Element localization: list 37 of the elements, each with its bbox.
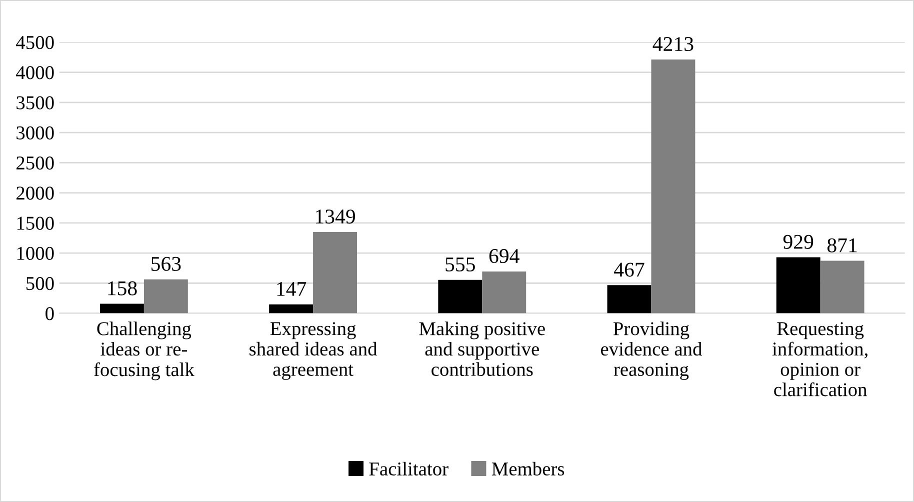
- bar: [820, 260, 864, 314]
- y-tick-label: 2000: [16, 186, 54, 200]
- bar: [438, 280, 482, 314]
- y-tick-label: 4500: [16, 36, 54, 50]
- y-tick-label: 3500: [16, 96, 54, 110]
- data-label: 929: [783, 234, 814, 249]
- data-label: 467: [614, 262, 644, 277]
- data-label: 158: [108, 281, 137, 296]
- bar: [313, 232, 358, 314]
- bar: [776, 257, 820, 314]
- data-label: 555: [446, 258, 475, 272]
- legend-label: Members: [492, 462, 564, 476]
- x-tick-label: Making positive and supportive contributions: [419, 322, 545, 376]
- x-tick-label: Expressing shared ideas and agreement: [250, 322, 378, 380]
- bar: [607, 285, 652, 314]
- data-label: 871: [827, 238, 857, 252]
- bar: [269, 304, 314, 314]
- y-tick-label: 1500: [17, 216, 54, 230]
- y-tick-label: 0: [46, 307, 54, 320]
- bar: [482, 271, 526, 314]
- y-tick-label: 500: [26, 276, 54, 290]
- bar: [144, 279, 188, 314]
- x-tick-label: Challenging ideas or re- focusing talk: [94, 322, 194, 380]
- legend-label: Facilitator: [369, 462, 448, 476]
- x-tick-label: Requesting information, opinion or clarification: [772, 322, 868, 396]
- bar: [651, 59, 696, 314]
- data-label: 147: [277, 282, 306, 296]
- bar: [100, 304, 144, 314]
- data-label: 4213: [652, 37, 694, 52]
- y-tick-label: 3000: [16, 126, 54, 140]
- data-label: 694: [489, 249, 520, 264]
- y-tick-label: 1000: [17, 246, 54, 260]
- y-tick-label: 4000: [16, 66, 54, 80]
- x-tick-label: Providing evidence and reasoning: [600, 322, 702, 380]
- data-label: 1349: [316, 210, 356, 224]
- data-label: 563: [152, 256, 181, 271]
- y-tick-label: 2500: [16, 156, 54, 170]
